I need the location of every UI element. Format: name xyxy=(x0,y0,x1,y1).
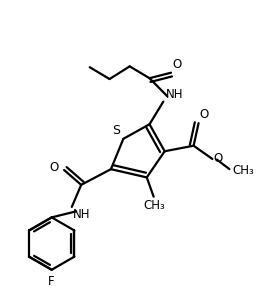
Text: O: O xyxy=(214,152,223,165)
Text: S: S xyxy=(112,124,120,137)
Text: O: O xyxy=(200,108,209,121)
Text: NH: NH xyxy=(73,208,91,221)
Text: F: F xyxy=(48,275,55,288)
Text: CH₃: CH₃ xyxy=(143,200,165,213)
Text: CH₃: CH₃ xyxy=(232,164,254,177)
Text: O: O xyxy=(50,161,59,174)
Text: O: O xyxy=(172,58,182,71)
Text: NH: NH xyxy=(166,87,183,100)
